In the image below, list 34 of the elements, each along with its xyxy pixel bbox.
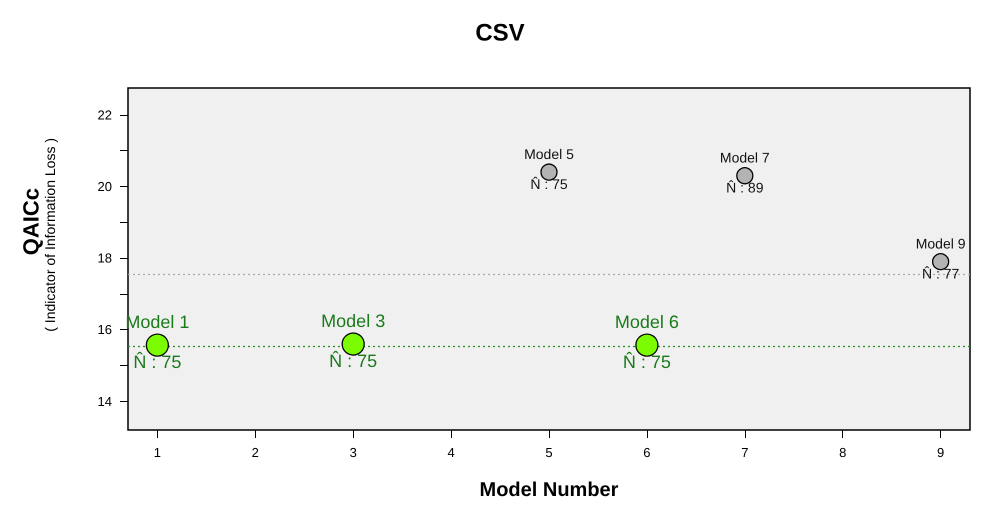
annotation: Model 7 [720, 150, 770, 166]
point [540, 164, 558, 181]
x-tick-label: 3 [350, 445, 357, 460]
point [932, 253, 950, 270]
annotation: N̂ : 75 [329, 350, 378, 372]
annotation: N̂ : 75 [530, 176, 568, 192]
annotation: N̂ : 89 [726, 179, 764, 196]
chart-title: CSV [475, 20, 525, 46]
y-tick-label: 22 [98, 107, 112, 122]
x-tick-label: 4 [447, 445, 455, 460]
x-tick-label: 6 [643, 445, 651, 460]
annotation: N̂ : 77 [922, 265, 960, 282]
x-tick-label: 8 [839, 445, 846, 460]
point [342, 332, 365, 356]
x-tick-label: 1 [154, 445, 161, 460]
x-tick-label: 2 [252, 445, 259, 460]
annotation: N̂ : 75 [622, 351, 671, 372]
annotation: Model 6 [614, 312, 679, 332]
point [635, 333, 659, 357]
annotation: Model 9 [916, 236, 966, 252]
y-tick-label: 18 [98, 250, 112, 266]
x-tick-label: 7 [741, 445, 748, 460]
x-tick-label: 9 [937, 445, 944, 460]
x-tick-label: 5 [545, 445, 553, 460]
y-tick-label: 14 [98, 394, 112, 409]
y-axis-title: QAICc ( Indicator of Information Loss ) [18, 138, 58, 332]
annotation: N̂ : 75 [133, 351, 182, 372]
y-tick-label: 20 [98, 178, 112, 194]
x-axis-title: Model Number [480, 479, 619, 501]
point [736, 167, 754, 184]
annotation: Model 3 [321, 311, 386, 332]
annotation: Model 5 [524, 146, 574, 162]
point [146, 333, 170, 357]
y-tick-label: 16 [98, 322, 112, 338]
